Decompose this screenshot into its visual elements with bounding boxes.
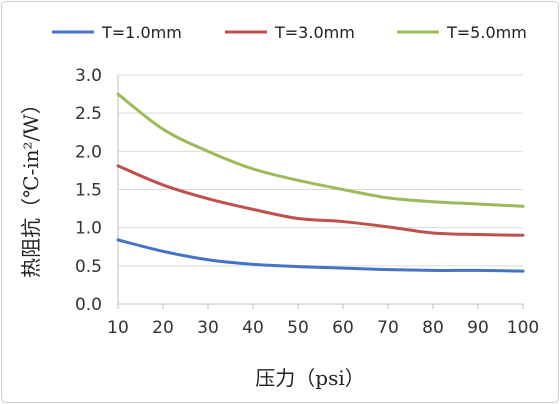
x-tick-label: 30 (197, 318, 219, 338)
x-tick-label: 70 (377, 318, 399, 338)
legend-label: T=5.0mm (446, 23, 527, 42)
series-lines (116, 92, 525, 273)
axes: 0.0 0.5 1.0 1.5 2.0 2.5 3.0 10 20 30 40 50 60 70 80 90 1… (75, 66, 539, 338)
y-tick-label: 1.0 (75, 219, 102, 239)
x-axis-title: 压力（psi） (255, 366, 364, 390)
x-tick-label: 40 (242, 318, 264, 338)
x-tick-label: 10 (107, 318, 129, 338)
y-tick-label: 0.5 (75, 257, 102, 277)
x-tick-label: 60 (332, 318, 354, 338)
x-tick-label: 80 (422, 318, 444, 338)
series-line-2 (116, 92, 525, 208)
series-line-1 (116, 164, 525, 237)
y-tick-label: 2.5 (75, 104, 102, 124)
y-axis-title: 热阻抗（℃-in²/W） (19, 94, 43, 278)
y-tick-label: 0.0 (75, 295, 102, 315)
gridlines (118, 74, 523, 267)
y-tick-label: 1.5 (75, 181, 102, 201)
legend: T=1.0mm T=3.0mm T=5.0mm (52, 23, 527, 42)
x-tick-label: 100 (507, 318, 539, 338)
y-tick-label: 3.0 (75, 66, 102, 86)
x-tick-label: 50 (287, 318, 309, 338)
legend-label: T=1.0mm (101, 23, 182, 42)
x-tick-label: 90 (467, 318, 489, 338)
legend-label: T=3.0mm (274, 23, 355, 42)
x-tick-label: 20 (152, 318, 174, 338)
y-tick-label: 2.0 (75, 142, 102, 162)
series-line-0 (116, 238, 525, 273)
